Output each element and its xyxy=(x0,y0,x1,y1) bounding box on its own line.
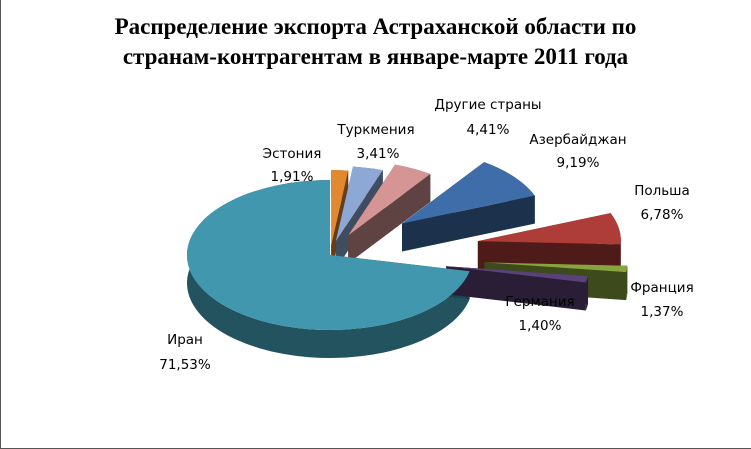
chart-title: Распределение экспорта Астраханской обла… xyxy=(0,12,751,72)
data-label-name-6: Франция xyxy=(630,280,693,296)
data-label-value-6: 1,37% xyxy=(641,304,684,320)
data-label-name-5: Польша xyxy=(634,183,690,199)
data-label-value-7: 1,40% xyxy=(519,318,562,334)
slice-4 xyxy=(402,162,535,224)
data-label-value-1: 1,91% xyxy=(271,169,314,185)
slice-2 xyxy=(335,166,383,242)
slice-wall-3-1 xyxy=(348,173,431,264)
slice-tops xyxy=(187,162,628,331)
data-label-value-4: 9,19% xyxy=(557,155,600,171)
data-label-value-3: 4,41% xyxy=(467,122,510,138)
slice-wall-7-1 xyxy=(446,266,586,311)
data-label-value-5: 6,78% xyxy=(641,207,684,223)
slice-5 xyxy=(477,213,621,245)
chart-title-line-1: Распределение экспорта Астраханской обла… xyxy=(114,14,637,39)
slice-7 xyxy=(446,266,589,283)
data-label-value-2: 3,41% xyxy=(357,146,400,162)
data-labels: Иран 71,53% Эстония 1,91% Туркмения 3,41% Друг… xyxy=(159,97,693,373)
slice-wall-1-1 xyxy=(331,170,349,274)
data-label-name-4: Азербайджан xyxy=(529,132,626,148)
slice-wall-4-1 xyxy=(402,195,535,252)
data-label-name-1: Эстония xyxy=(263,146,322,162)
slice-0 xyxy=(187,180,470,331)
data-label-name-3: Другие страны xyxy=(434,97,541,113)
slice-3 xyxy=(348,164,431,236)
data-label-name-7: Германия xyxy=(505,294,574,310)
data-label-value-0: 71,53% xyxy=(159,357,211,373)
slice-6 xyxy=(484,262,628,273)
data-label-name-0: Иран xyxy=(167,332,203,348)
chart-title-line-2: странам-контрагентам в январе-марте 2011… xyxy=(122,44,629,69)
data-label-name-2: Туркмения xyxy=(336,122,414,138)
slice-1 xyxy=(331,170,349,246)
